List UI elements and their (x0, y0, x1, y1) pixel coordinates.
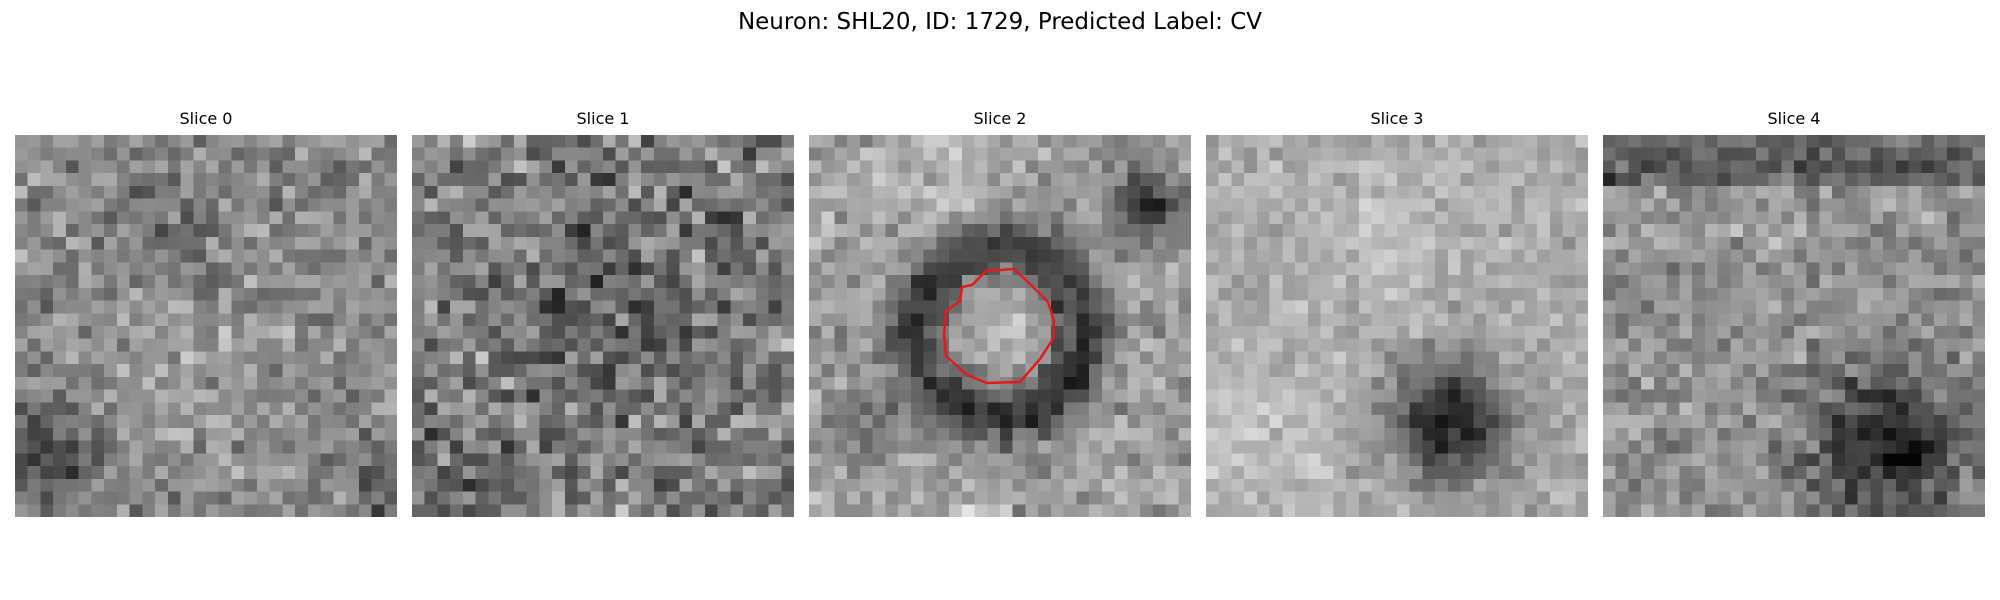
roi-outline-overlay (942, 267, 1056, 385)
slice-image (412, 135, 794, 517)
slice-panel-3: Slice 3 (1206, 108, 1588, 517)
slice-title: Slice 0 (179, 109, 233, 128)
slice-image (15, 135, 397, 517)
slice-image (1206, 135, 1588, 517)
slice-title: Slice 4 (1767, 109, 1821, 128)
slice-title: Slice 1 (576, 109, 630, 128)
roi-outline (942, 267, 1056, 385)
slice-image (1603, 135, 1985, 517)
slice-panel-2: Slice 2 (809, 108, 1191, 517)
slice-panel-0: Slice 0 (15, 108, 397, 517)
slice-image (809, 135, 1191, 517)
slice-panel-4: Slice 4 (1603, 108, 1985, 517)
figure-title: Neuron: SHL20, ID: 1729, Predicted Label… (737, 9, 1263, 35)
slice-title: Slice 2 (973, 109, 1027, 128)
slice-title: Slice 3 (1370, 109, 1424, 128)
slice-panel-1: Slice 1 (412, 108, 794, 517)
